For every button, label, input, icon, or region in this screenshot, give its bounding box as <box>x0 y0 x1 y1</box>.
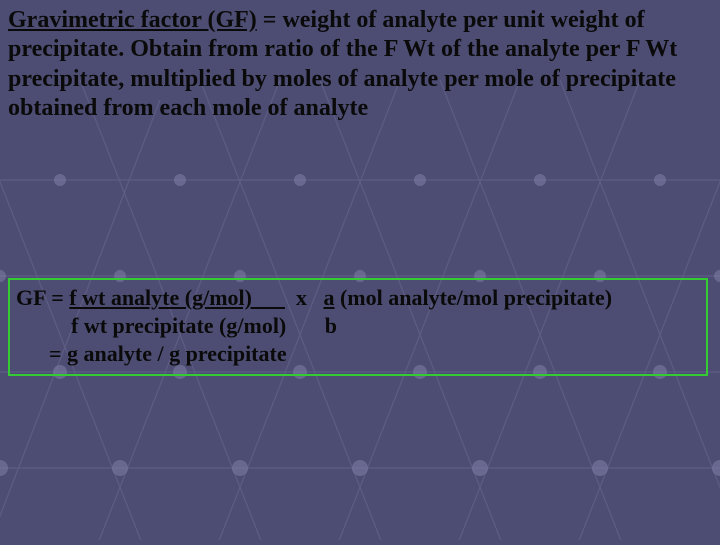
formula-denominator-2: b <box>325 313 337 338</box>
formula-box: GF = f wt analyte (g/mol) x a (mol analy… <box>8 278 708 376</box>
formula-line-2: f wt precipitate (g/mol) b <box>16 312 700 340</box>
formula-times: x <box>285 285 324 310</box>
formula-line-1: GF = f wt analyte (g/mol) x a (mol analy… <box>16 284 700 312</box>
formula-numerator-2: a <box>323 285 334 310</box>
formula-indent-2 <box>16 313 71 338</box>
definition-text: Gravimetric factor (GF) = weight of anal… <box>8 6 708 123</box>
formula-result: = g analyte / g precipitate <box>49 341 287 366</box>
formula-units: (mol analyte/mol precipitate) <box>334 285 612 310</box>
formula-gap <box>286 313 325 338</box>
formula-denominator-1: f wt precipitate (g/mol) <box>71 313 286 338</box>
formula-indent-3 <box>16 341 49 366</box>
formula-prefix: GF = <box>16 285 69 310</box>
definition-lead: Gravimetric factor (GF) <box>8 7 257 33</box>
formula-numerator-1: f wt analyte (g/mol) <box>69 285 285 310</box>
formula-line-3: = g analyte / g precipitate <box>16 340 700 368</box>
